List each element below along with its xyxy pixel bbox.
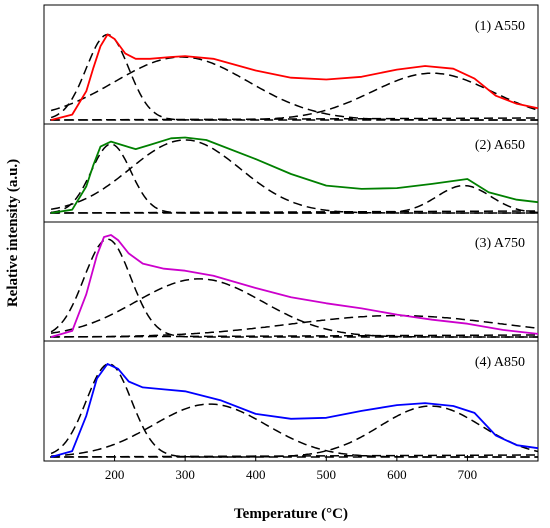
fit-component-3: [51, 314, 539, 338]
measured-series-line: [50, 136, 539, 214]
fit-component-2: [51, 403, 538, 458]
fit-component-1: [50, 238, 538, 338]
baseline-line: [49, 117, 537, 121]
panel-label: (1) A550: [475, 19, 525, 34]
measured-series-line: [50, 33, 539, 121]
y-axis-label: Relative intensity (a.u.): [5, 159, 21, 307]
baseline-line: [49, 334, 537, 338]
panel-1: (1) A550: [49, 19, 539, 121]
panel-label: (2) A650: [475, 138, 525, 153]
fit-component-1: [50, 33, 538, 121]
panel-label: (4) A850: [475, 355, 525, 370]
fit-component-2: [50, 56, 538, 121]
x-axis-label: Temperature (°C): [234, 506, 348, 522]
panel-3: (3) A750: [49, 234, 539, 338]
fit-component-3: [51, 184, 539, 214]
panel-4: (4) A850: [49, 355, 539, 458]
panels-group: (1) A550 (2) A650 (3) A750 (4) A850: [49, 19, 539, 458]
x-tick-label: 300: [175, 467, 195, 482]
fit-component-2: [50, 139, 538, 214]
x-tick-label: 200: [105, 467, 125, 482]
measured-series-line: [50, 234, 539, 338]
x-axis-ticks: 200 300 400 500 600 700: [105, 455, 477, 482]
panel-label: (3) A750: [475, 236, 525, 251]
baseline-line: [49, 210, 537, 214]
x-tick-label: 700: [458, 467, 478, 482]
measured-series-line: [50, 363, 539, 458]
x-tick-label: 400: [246, 467, 266, 482]
plot-frame: [43, 4, 539, 462]
x-tick-label: 500: [317, 467, 337, 482]
panel-2: (2) A650: [49, 136, 539, 214]
fit-component-3: [51, 72, 539, 121]
fit-component-2: [50, 278, 538, 338]
fit-component-3: [51, 405, 539, 458]
x-tick-label: 600: [387, 467, 407, 482]
